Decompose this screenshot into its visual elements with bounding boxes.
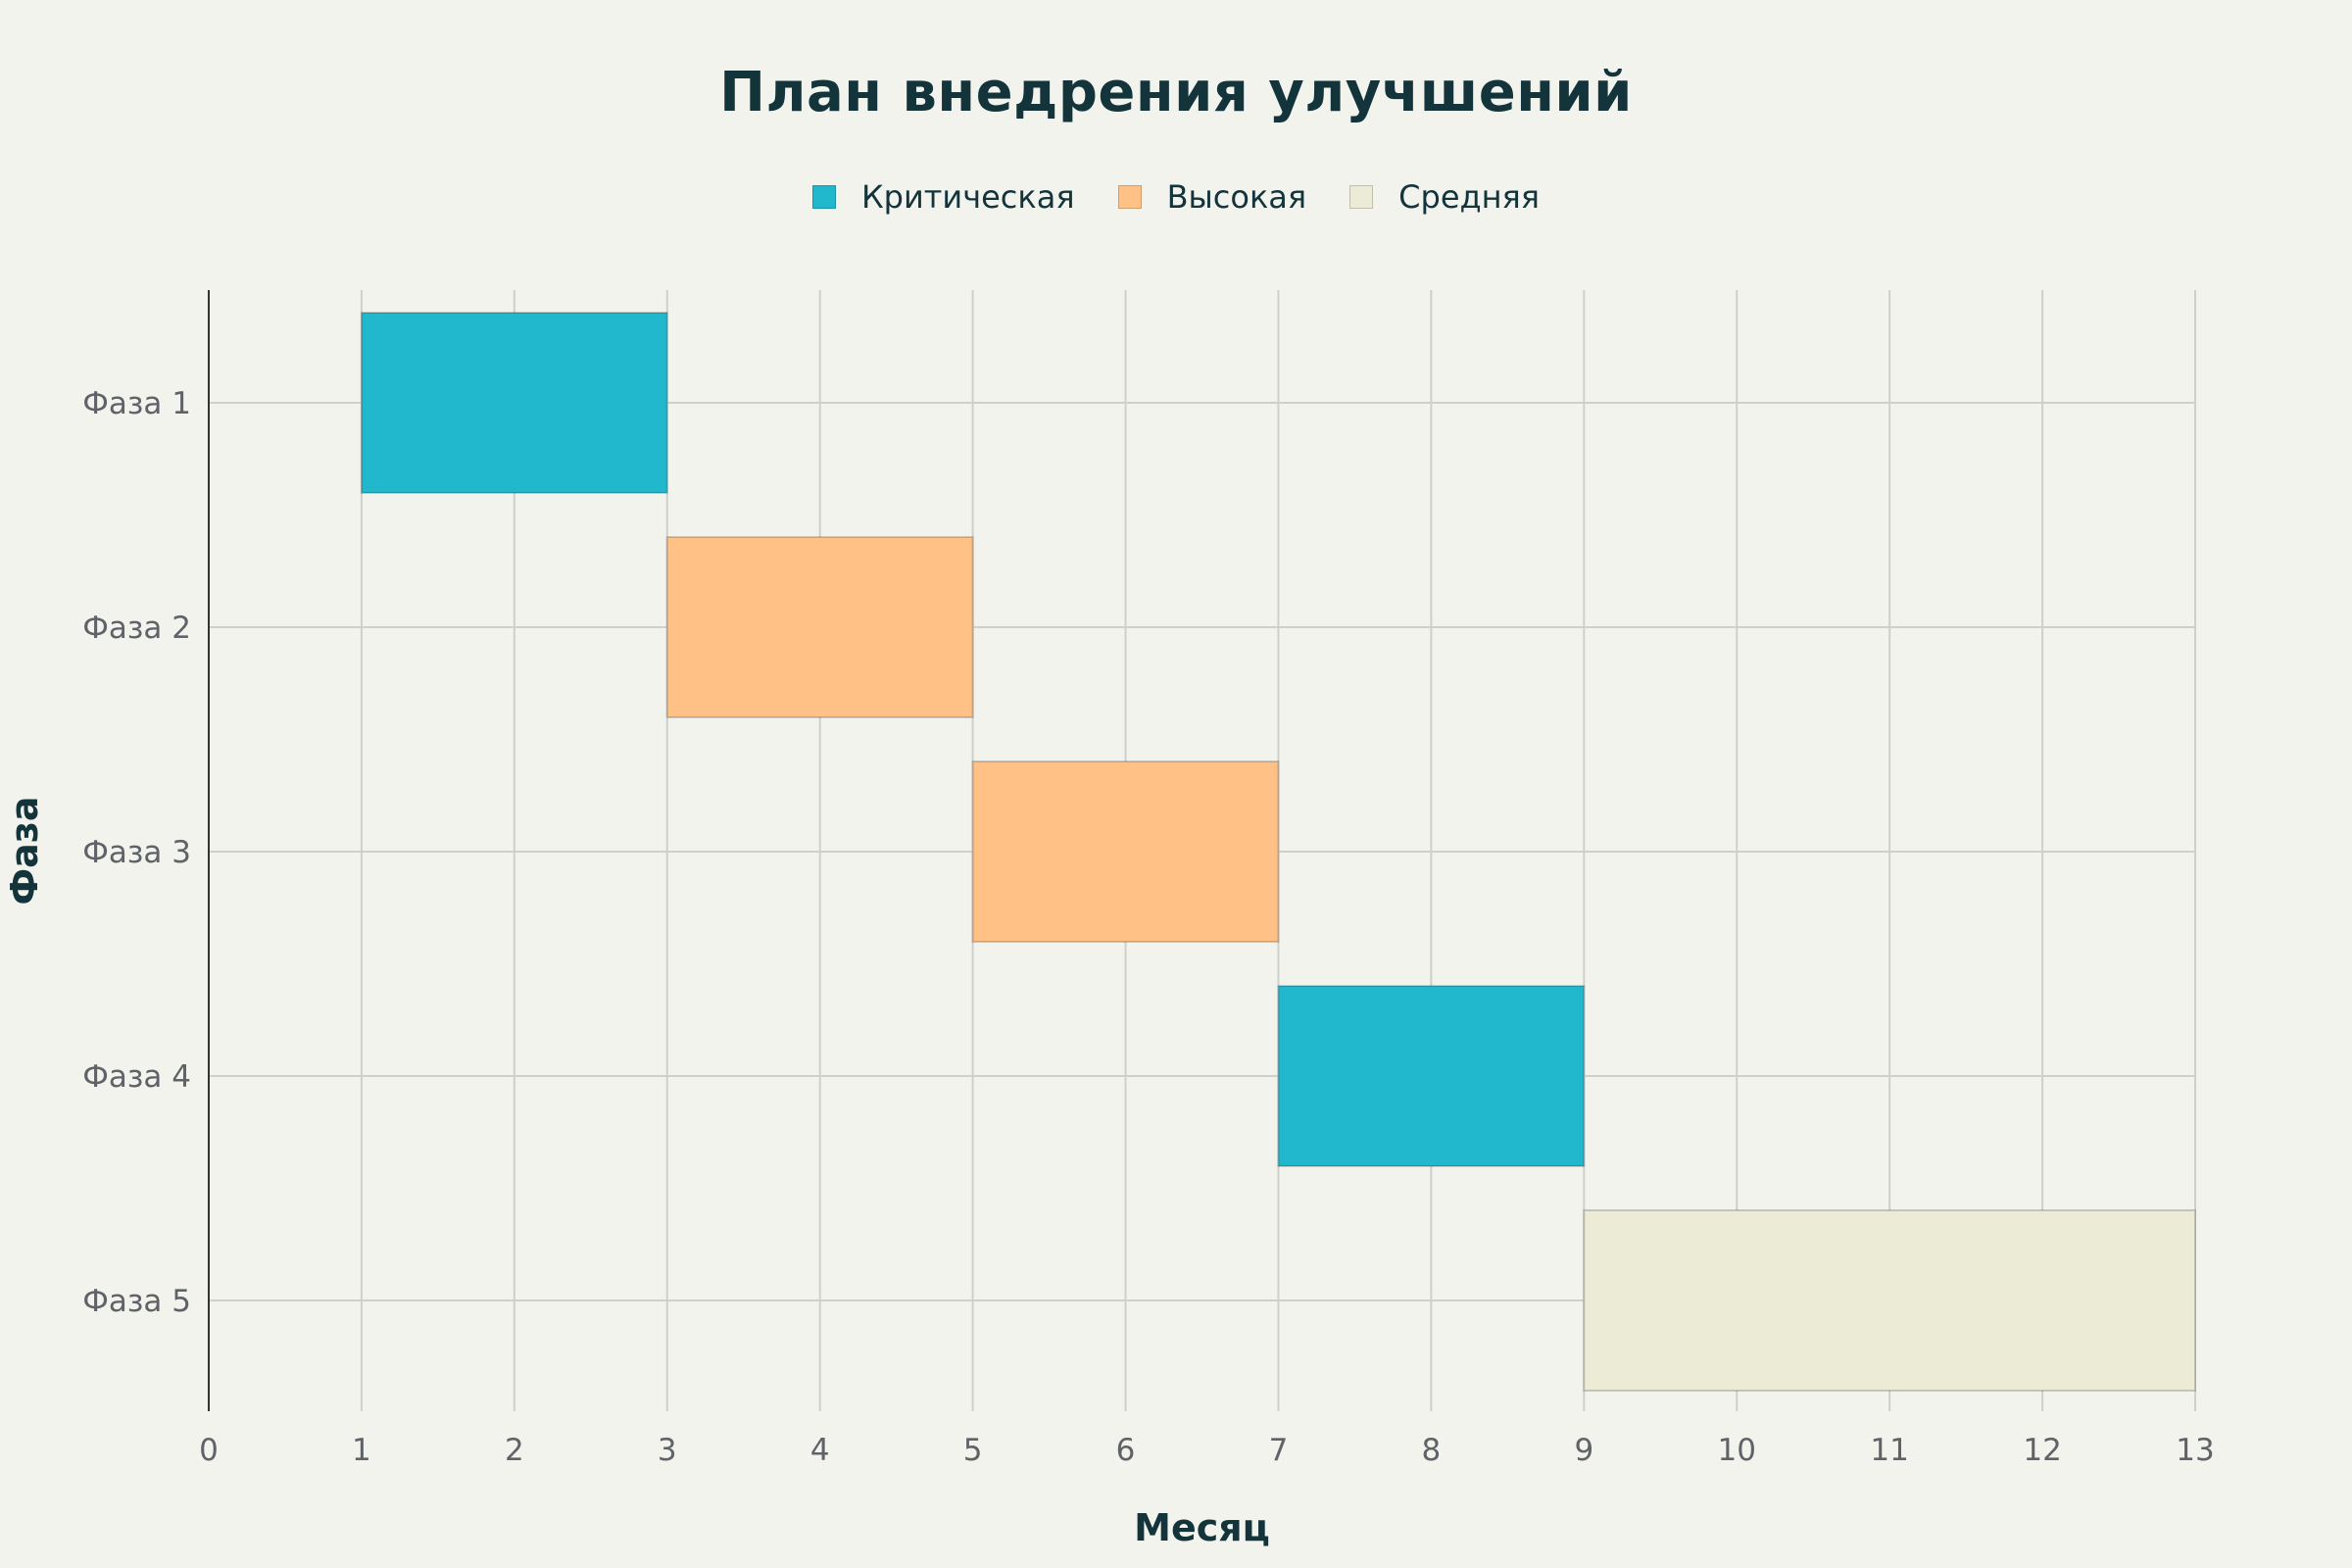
y-tick-label-1: Фаза 1 — [82, 386, 191, 421]
x-tick-label-4: 4 — [810, 1433, 830, 1468]
y-tick-label-2: Фаза 2 — [82, 611, 191, 646]
x-axis-title: Месяц — [1134, 1506, 1270, 1549]
y-tick-label-3: Фаза 3 — [82, 835, 191, 870]
x-tick-label-3: 3 — [658, 1433, 677, 1468]
legend: Критическая Высокая Средняя — [0, 178, 2352, 216]
x-tick-label-2: 2 — [505, 1433, 524, 1468]
legend-item-high[interactable]: Высокая — [1117, 178, 1307, 216]
x-tick-label-7: 7 — [1269, 1433, 1289, 1468]
x-tick-label-9: 9 — [1574, 1433, 1593, 1468]
x-tick-label-5: 5 — [963, 1433, 983, 1468]
x-tick-label-0: 0 — [199, 1433, 219, 1468]
task-bar-phase-3[interactable] — [971, 760, 1280, 943]
y-tick-label-5: Фаза 5 — [82, 1284, 191, 1319]
task-bars — [360, 312, 2197, 1392]
x-tick-label-8: 8 — [1422, 1433, 1442, 1468]
chart-title: План внедрения улучшений — [719, 61, 1633, 124]
legend-label-high: Высокая — [1166, 178, 1307, 216]
legend-item-medium[interactable]: Средняя — [1349, 178, 1540, 216]
legend-label-critical: Критическая — [860, 178, 1075, 216]
task-bar-phase-4[interactable] — [1277, 985, 1586, 1167]
x-tick-label-12: 12 — [2023, 1433, 2061, 1468]
task-bar-phase-5[interactable] — [1583, 1209, 2197, 1392]
y-tick-label-4: Фаза 4 — [82, 1059, 191, 1095]
task-bar-phase-1[interactable] — [360, 312, 668, 494]
x-tick-label-11: 11 — [1870, 1433, 1908, 1468]
legend-swatch-medium — [1349, 185, 1374, 209]
legend-swatch-high — [1117, 185, 1142, 209]
x-tick-label-6: 6 — [1116, 1433, 1136, 1468]
legend-label-medium: Средняя — [1398, 178, 1541, 216]
legend-swatch-critical — [811, 185, 836, 209]
task-bar-phase-2[interactable] — [665, 536, 974, 718]
legend-item-critical[interactable]: Критическая — [811, 178, 1075, 216]
x-tick-label-13: 13 — [2176, 1433, 2214, 1468]
x-tick-label-1: 1 — [352, 1433, 371, 1468]
x-tick-label-10: 10 — [1718, 1433, 1756, 1468]
y-axis-title: Фаза — [3, 796, 46, 905]
